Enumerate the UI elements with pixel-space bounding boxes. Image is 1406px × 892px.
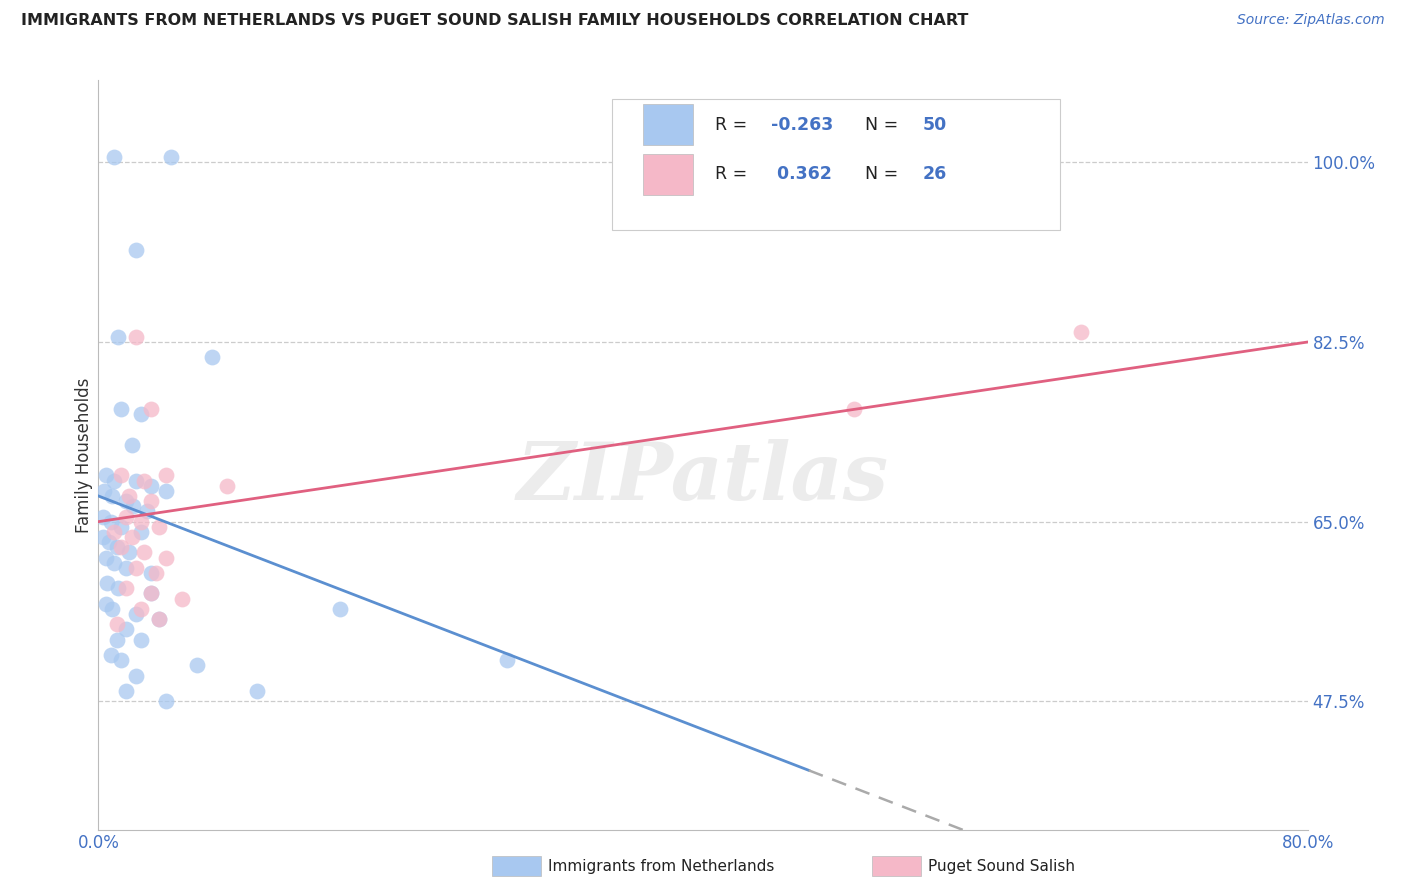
Point <box>122 500 145 514</box>
Point <box>129 632 152 647</box>
Point <box>91 530 114 544</box>
Point <box>141 401 163 416</box>
Point <box>110 401 132 416</box>
Text: Puget Sound Salish: Puget Sound Salish <box>928 859 1076 873</box>
Text: Immigrants from Netherlands: Immigrants from Netherlands <box>548 859 775 873</box>
Point <box>107 330 129 344</box>
FancyBboxPatch shape <box>613 99 1060 230</box>
Text: 50: 50 <box>924 116 948 134</box>
Point <box>100 648 122 662</box>
Point <box>215 479 238 493</box>
Point <box>145 566 167 580</box>
Point <box>129 515 152 529</box>
Point <box>141 566 163 580</box>
Point <box>160 150 183 164</box>
Point <box>148 520 170 534</box>
Point <box>125 330 148 344</box>
Point <box>141 494 163 508</box>
Point <box>93 483 115 498</box>
Text: R =: R = <box>716 116 752 134</box>
Point <box>129 602 152 616</box>
Point <box>201 351 224 365</box>
Y-axis label: Family Households: Family Households <box>75 377 93 533</box>
FancyBboxPatch shape <box>643 153 693 195</box>
FancyBboxPatch shape <box>643 104 693 145</box>
Point <box>107 582 129 596</box>
Text: Source: ZipAtlas.com: Source: ZipAtlas.com <box>1237 13 1385 28</box>
Point <box>103 524 125 539</box>
Point <box>114 509 136 524</box>
Point <box>94 597 117 611</box>
Point <box>94 468 117 483</box>
Point <box>844 401 866 416</box>
Point <box>105 541 128 555</box>
Point <box>125 474 148 488</box>
Point <box>98 535 121 549</box>
Point <box>141 586 163 600</box>
Text: R =: R = <box>716 165 752 184</box>
Point <box>1070 325 1092 339</box>
Point <box>495 653 517 667</box>
Text: N =: N = <box>855 165 904 184</box>
Point <box>114 623 136 637</box>
Point <box>132 545 155 559</box>
Point <box>125 561 148 575</box>
Point <box>329 602 352 616</box>
Point <box>103 556 125 570</box>
Text: ZIPatlas: ZIPatlas <box>517 439 889 516</box>
Point <box>135 504 157 518</box>
Point <box>186 658 208 673</box>
Point <box>110 541 132 555</box>
Text: N =: N = <box>855 116 904 134</box>
Point <box>141 586 163 600</box>
Point <box>148 612 170 626</box>
Point <box>121 437 143 451</box>
Point <box>125 668 148 682</box>
Point <box>110 520 132 534</box>
Point <box>101 602 124 616</box>
Point <box>114 684 136 698</box>
Text: -0.263: -0.263 <box>770 116 832 134</box>
Point <box>96 576 118 591</box>
Point <box>103 150 125 164</box>
Point <box>155 694 177 708</box>
Point <box>103 474 125 488</box>
Point <box>114 494 136 508</box>
Point <box>125 607 148 621</box>
Point <box>125 243 148 257</box>
Point <box>110 468 132 483</box>
Point <box>129 407 152 421</box>
Text: IMMIGRANTS FROM NETHERLANDS VS PUGET SOUND SALISH FAMILY HOUSEHOLDS CORRELATION : IMMIGRANTS FROM NETHERLANDS VS PUGET SOU… <box>21 13 969 29</box>
Point <box>110 653 132 667</box>
Point <box>91 509 114 524</box>
Point <box>141 479 163 493</box>
Point <box>100 515 122 529</box>
Point <box>155 483 177 498</box>
Point <box>148 612 170 626</box>
Point <box>105 617 128 632</box>
Point <box>121 530 143 544</box>
Point <box>94 550 117 565</box>
Point <box>155 468 177 483</box>
Point <box>105 632 128 647</box>
Point <box>114 561 136 575</box>
Text: 0.362: 0.362 <box>770 165 831 184</box>
Text: 26: 26 <box>924 165 948 184</box>
Point <box>170 591 193 606</box>
Point <box>118 545 141 559</box>
Point <box>155 550 177 565</box>
Point <box>118 489 141 503</box>
Point <box>132 474 155 488</box>
Point <box>114 582 136 596</box>
Point <box>246 684 269 698</box>
Point <box>101 489 124 503</box>
Point <box>129 524 152 539</box>
